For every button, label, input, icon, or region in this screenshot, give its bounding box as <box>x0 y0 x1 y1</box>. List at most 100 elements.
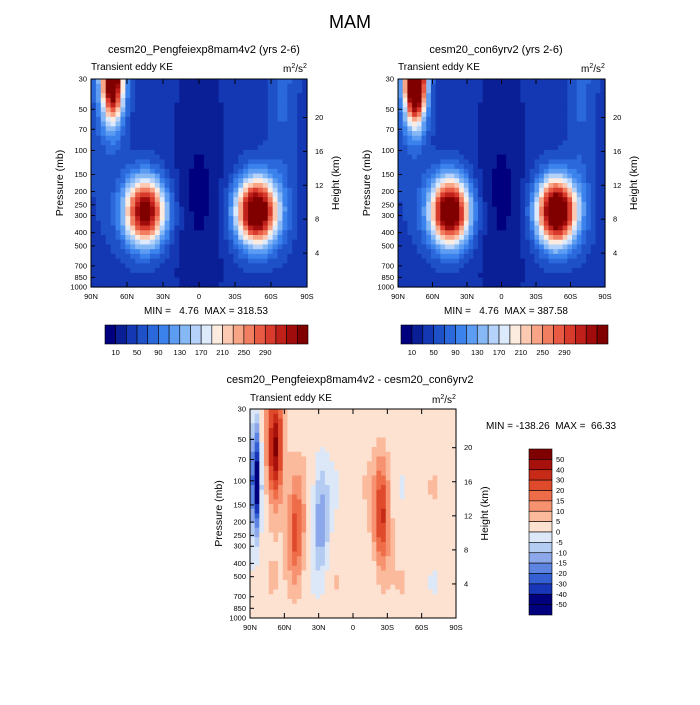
heatmap-cell <box>292 561 297 566</box>
heatmap-cell <box>525 211 530 216</box>
heatmap-cell <box>506 122 511 127</box>
heatmap-cell <box>316 528 321 533</box>
heatmap-cell <box>511 244 516 249</box>
heatmap-cell <box>259 490 264 495</box>
heatmap-cell <box>426 136 431 141</box>
heatmap-cell <box>553 240 558 245</box>
heatmap-cell <box>407 174 412 179</box>
heatmap-cell <box>125 79 131 84</box>
heatmap-cell <box>269 514 274 519</box>
heatmap-cell <box>464 93 469 98</box>
heatmap-cell <box>581 178 586 183</box>
heatmap-cell <box>563 155 568 160</box>
heatmap-cell <box>228 244 234 249</box>
heatmap-cell <box>454 164 459 169</box>
heatmap-cell <box>150 226 156 231</box>
heatmap-cell <box>412 278 417 283</box>
heatmap-cell <box>407 226 412 231</box>
heatmap-cell <box>263 244 269 249</box>
heatmap-cell <box>502 188 507 193</box>
heatmap-cell <box>539 159 544 164</box>
heatmap-cell <box>179 122 185 127</box>
heatmap-cell <box>445 278 450 283</box>
heatmap-cell <box>567 174 572 179</box>
heatmap-cell <box>219 136 225 141</box>
heatmap-cell <box>534 122 539 127</box>
heatmap-cell <box>330 552 335 557</box>
heatmap-cell <box>248 155 254 160</box>
heatmap-cell <box>325 433 330 438</box>
heatmap-cell <box>454 178 459 183</box>
heatmap-cell <box>150 259 156 264</box>
heatmap-cell <box>297 84 303 89</box>
heatmap-cell <box>278 202 284 207</box>
heatmap-cell <box>334 609 339 614</box>
heatmap-cell <box>506 230 511 235</box>
heatmap-cell <box>170 164 176 169</box>
heatmap-cell <box>174 202 180 207</box>
heatmap-cell <box>258 192 264 197</box>
heatmap-cell <box>549 131 554 136</box>
heatmap-cell <box>440 259 445 264</box>
heatmap-cell <box>445 254 450 259</box>
heatmap-cell <box>228 84 234 89</box>
heatmap-cell <box>219 268 225 273</box>
heatmap-cell <box>344 476 349 481</box>
heatmap-cell <box>209 197 215 202</box>
heatmap-cell <box>454 112 459 117</box>
heatmap-cell <box>516 202 521 207</box>
heatmap-cell <box>563 79 568 84</box>
heatmap-cell <box>398 278 403 283</box>
heatmap-cell <box>316 585 321 590</box>
heatmap-cell <box>140 145 146 150</box>
heatmap-cell <box>174 235 180 240</box>
heatmap-cell <box>581 244 586 249</box>
heatmap-cell <box>283 471 288 476</box>
heatmap-cell <box>497 202 502 207</box>
heatmap-cell <box>520 155 525 160</box>
heatmap-cell <box>170 244 176 249</box>
heatmap-cell <box>253 84 259 89</box>
heatmap-cell <box>219 202 225 207</box>
heatmap-cell <box>320 542 325 547</box>
heatmap-cell <box>306 428 311 433</box>
heatmap-cell <box>204 103 210 108</box>
heatmap-cell <box>497 103 502 108</box>
heatmap-cell <box>287 183 293 188</box>
heatmap-cell <box>403 112 408 117</box>
heatmap-cell <box>259 561 264 566</box>
heatmap-cell <box>219 164 225 169</box>
y-tick-label: 200 <box>74 187 87 196</box>
heatmap-cell <box>426 268 431 273</box>
colorbar-label: 50 <box>430 348 438 357</box>
heatmap-cell <box>407 240 412 245</box>
heatmap-cell <box>581 88 586 93</box>
heatmap-cell <box>478 131 483 136</box>
heatmap-cell <box>431 98 436 103</box>
heatmap-cell <box>233 183 239 188</box>
heatmap-cell <box>464 117 469 122</box>
heatmap-cell <box>422 273 427 278</box>
heatmap-cell <box>263 174 269 179</box>
heatmap-cell <box>140 150 146 155</box>
heatmap-cell <box>130 140 136 145</box>
heatmap-cell <box>511 112 516 117</box>
heatmap-cell <box>572 122 577 127</box>
heatmap-cell <box>311 419 316 424</box>
heatmap-cell <box>581 79 586 84</box>
heatmap-cell <box>255 514 260 519</box>
heatmap-cell <box>248 79 254 84</box>
heatmap-cell <box>454 207 459 212</box>
heatmap-cell <box>454 79 459 84</box>
heatmap-cell <box>316 490 321 495</box>
heatmap-cell <box>591 249 596 254</box>
heatmap-cell <box>334 594 339 599</box>
heatmap-cell <box>398 221 403 226</box>
heatmap-cell <box>403 164 408 169</box>
heatmap-cell <box>120 88 126 93</box>
heatmap-cell <box>311 547 316 552</box>
heatmap-cell <box>255 547 260 552</box>
heatmap-cell <box>219 84 225 89</box>
heatmap-cell <box>228 126 234 131</box>
heatmap-cell <box>563 84 568 89</box>
